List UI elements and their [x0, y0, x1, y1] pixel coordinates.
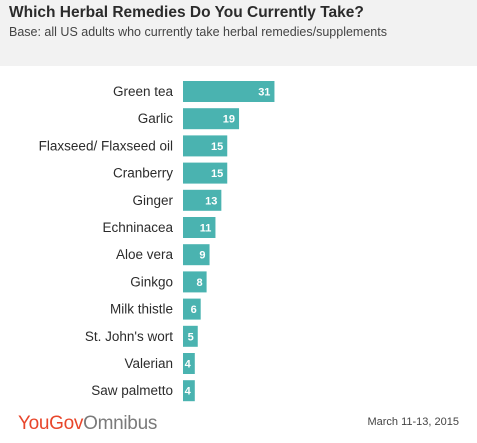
data-label: 8 [196, 277, 202, 289]
chart-header: Which Herbal Remedies Do You Currently T… [0, 0, 477, 66]
bar [183, 108, 240, 130]
data-label: 6 [191, 304, 197, 316]
bar [183, 380, 195, 402]
bar [183, 162, 228, 184]
category-label: Flaxseed/ Flaxseed oil [39, 138, 173, 153]
data-label: 5 [188, 331, 194, 343]
data-label: 19 [223, 114, 235, 126]
category-label: Aloe vera [116, 247, 174, 262]
bar [183, 244, 210, 266]
bar-chart: Green tea 31 Garlic 19 Flaxseed/ Flaxseed oi… [39, 81, 275, 402]
data-label: 15 [211, 168, 223, 180]
category-label: St. John's wort [85, 329, 173, 344]
category-label: Ginkgo [130, 274, 173, 289]
data-label: 4 [185, 386, 192, 398]
category-label: Garlic [138, 111, 174, 126]
survey-date: March 11-13, 2015 [367, 416, 459, 428]
category-label: Valerian [124, 356, 173, 371]
category-label: Echninacea [102, 220, 173, 235]
bar [183, 217, 216, 238]
bar [183, 353, 195, 374]
bar [183, 325, 198, 347]
chart-subtitle: Base: all US adults who currently take h… [9, 25, 387, 39]
bar [183, 298, 201, 320]
chart-title: Which Herbal Remedies Do You Currently T… [9, 4, 364, 21]
category-label: Cranberry [113, 166, 173, 181]
category-label: Saw palmetto [91, 383, 173, 398]
bar [183, 271, 207, 293]
data-label: 15 [211, 141, 223, 153]
bar [183, 189, 222, 211]
category-label: Green tea [113, 84, 174, 99]
data-label: 31 [258, 87, 270, 99]
data-label: 13 [205, 195, 217, 207]
data-label: 11 [200, 223, 212, 235]
data-label: 4 [185, 359, 192, 371]
yougov-omnibus-logo: YouGovOmnibus [18, 413, 158, 434]
data-label: 9 [199, 250, 205, 262]
bar [183, 135, 228, 157]
bar [183, 81, 275, 102]
category-label: Ginger [132, 193, 173, 208]
category-label: Milk thistle [110, 302, 173, 317]
